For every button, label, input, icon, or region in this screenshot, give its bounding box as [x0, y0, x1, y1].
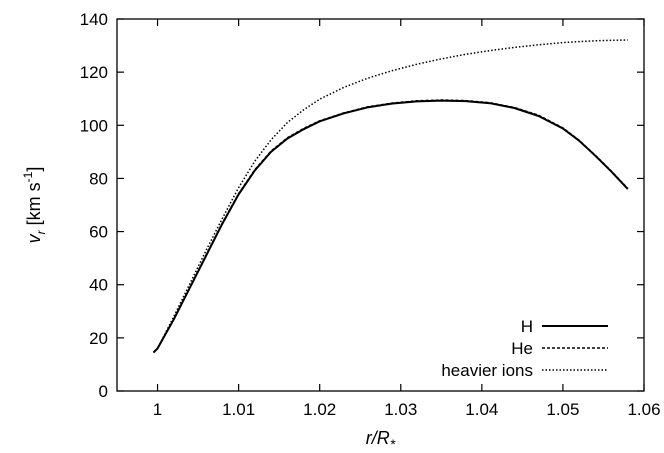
y-tick-label: 20: [89, 329, 108, 348]
y-tick-label: 60: [89, 223, 108, 242]
x-tick-label: 1.05: [546, 400, 579, 419]
y-tick-label: 80: [89, 169, 108, 188]
series-line-heavier-ions: [152, 39, 628, 354]
y-tick-label: 140: [80, 10, 108, 29]
x-tick-label: 1.06: [627, 400, 660, 419]
y-tick-label: 120: [80, 63, 108, 82]
series-line-he: [152, 99, 629, 354]
legend-label: H: [521, 317, 533, 336]
y-tick-label: 40: [89, 276, 108, 295]
x-tick-label: 1.01: [222, 400, 255, 419]
y-tick-label: 100: [80, 116, 108, 135]
x-tick-label: 1: [153, 400, 162, 419]
series-layer: [152, 39, 629, 354]
y-axis-label-var: v: [24, 233, 44, 243]
legend-label: He: [511, 339, 533, 358]
x-axis-label-sub: *: [390, 436, 396, 452]
ticks-layer: 1 1.01 1.02 1.03 1.04 1.05 1.06 0 20 40 60 80 100 120…: [80, 10, 661, 419]
x-tick-label: 1.04: [465, 400, 498, 419]
y-axis-label: vr [km s-1]: [21, 167, 48, 244]
y-tick-label: 0: [99, 382, 108, 401]
x-tick-label: 1.02: [303, 400, 336, 419]
y-axis-label-close: ]: [24, 167, 44, 172]
legend-label: heavier ions: [441, 361, 533, 380]
y-axis-label-exp: -1: [21, 171, 35, 182]
x-axis-label-main: r/R: [366, 428, 390, 448]
y-axis-label-sub: r: [34, 229, 48, 234]
y-axis-label-unit: [km s: [24, 182, 44, 230]
series-line-h: [152, 99, 629, 354]
plot-frame: [116, 18, 645, 392]
legend: H He heavier ions: [441, 317, 608, 380]
x-axis-label: r/R*: [366, 428, 396, 452]
x-tick-label: 1.03: [384, 400, 417, 419]
